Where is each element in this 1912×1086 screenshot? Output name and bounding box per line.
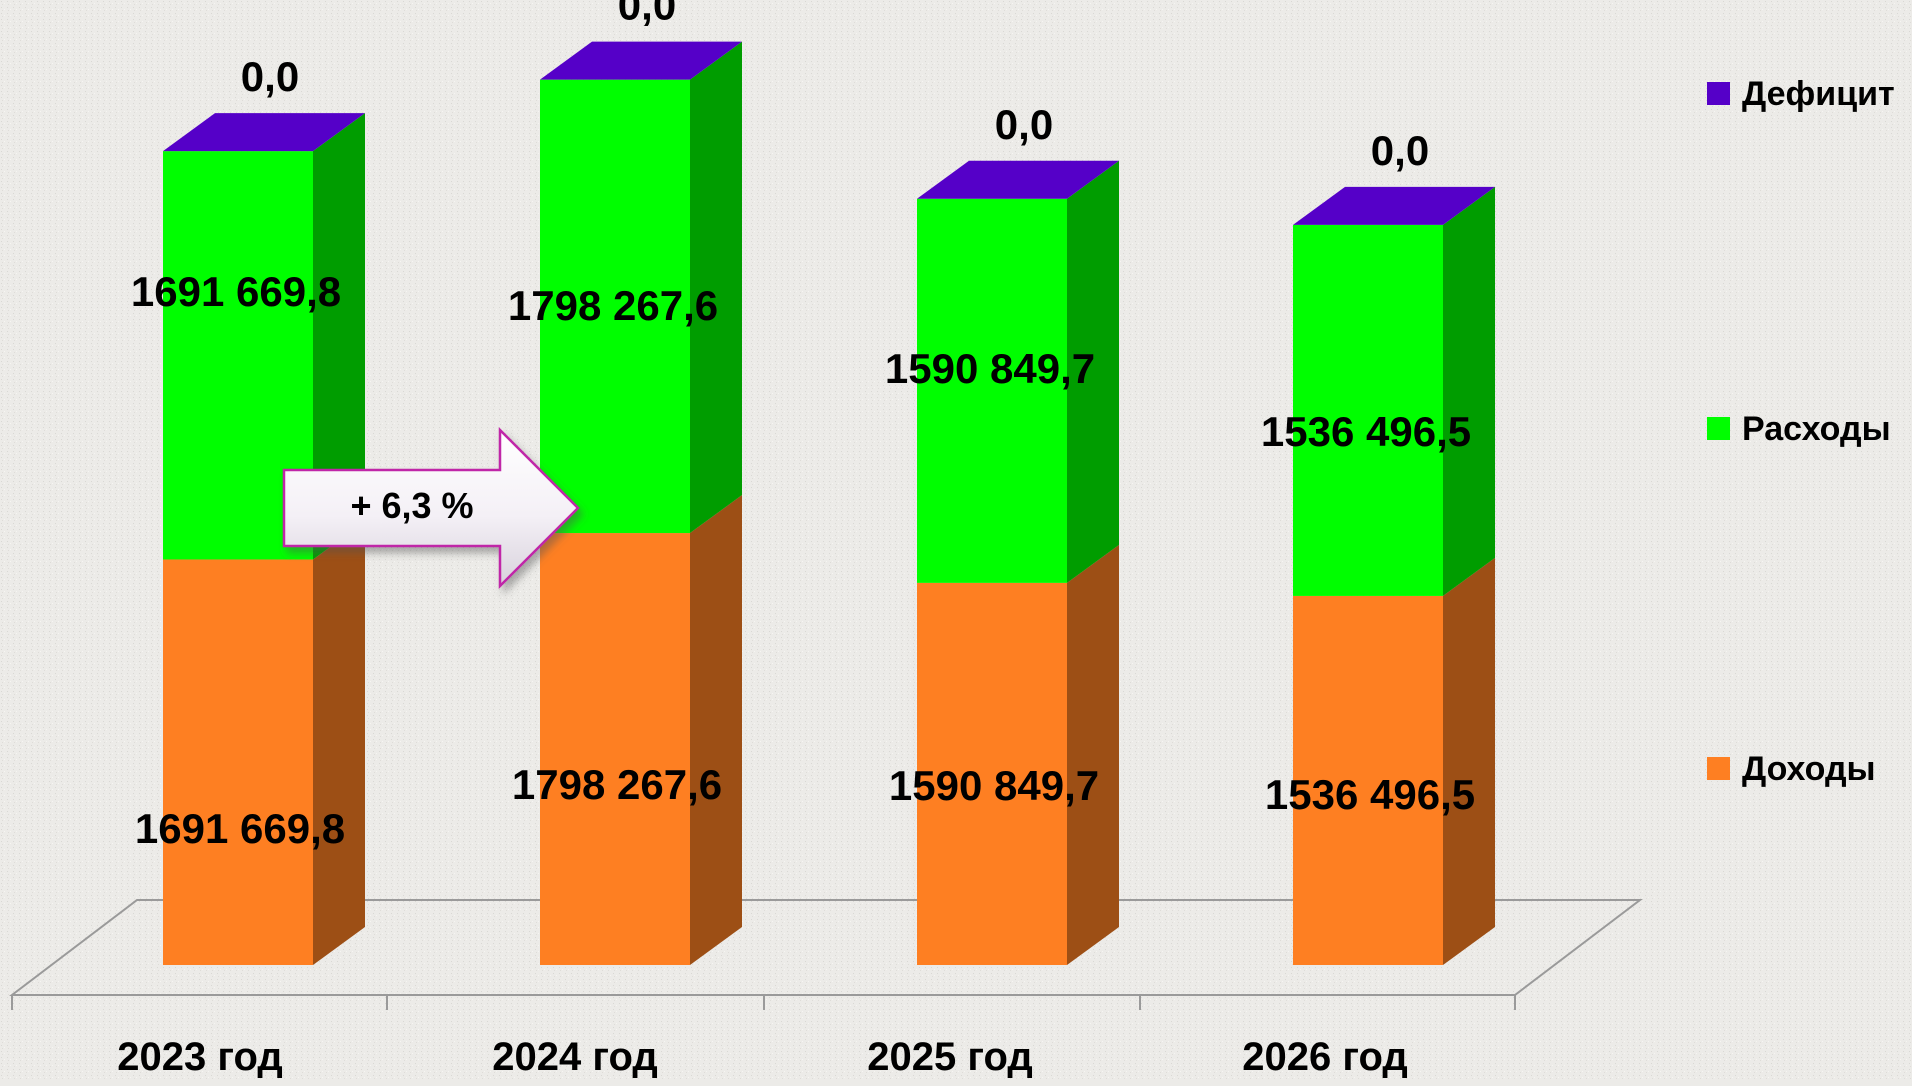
expense-value-label: 1536 496,5 <box>1261 408 1471 455</box>
x-axis-category-label: 2023 год <box>117 1035 283 1079</box>
bar-expense-side <box>690 41 742 534</box>
bars-group <box>163 41 1495 965</box>
chart-floor <box>9 899 1643 996</box>
expense-value-label: 1798 267,6 <box>508 282 718 329</box>
growth-annotation: + 6,3 % <box>350 485 473 526</box>
bar-income-front <box>163 559 313 965</box>
bar-deficit-top <box>917 160 1119 199</box>
floor-ticks <box>11 995 1516 1010</box>
bar-expense-front <box>917 198 1067 583</box>
value-labels-group: 1691 669,8 1691 669,8 0,0 1798 267,6 1798 26… <box>131 0 1475 852</box>
legend: Дефицит Расходы Доходы <box>1707 75 1895 788</box>
bar-expense-side <box>313 113 365 560</box>
income-value-label: 1691 669,8 <box>135 805 345 852</box>
x-axis-category-label: 2024 год <box>492 1035 658 1079</box>
growth-arrow <box>282 426 580 590</box>
x-axis-labels: 2023 год 2024 год 2025 год 2026 год <box>117 1035 1408 1079</box>
expense-value-label: 1691 669,8 <box>131 268 341 315</box>
legend-swatch <box>1707 82 1730 105</box>
bar-deficit-top <box>540 41 742 80</box>
legend-swatch <box>1707 417 1730 440</box>
bar-expense-front <box>540 79 690 534</box>
bar-income-side <box>313 521 365 965</box>
deficit-value-label: 0,0 <box>618 0 676 29</box>
deficit-value-label: 0,0 <box>241 53 299 100</box>
expense-value-label: 1590 849,7 <box>885 345 1095 392</box>
deficit-value-label: 0,0 <box>1371 127 1429 174</box>
x-axis-category-label: 2025 год <box>867 1035 1033 1079</box>
bar-expense-front <box>1293 224 1443 596</box>
bar-income-side <box>690 495 742 965</box>
bar-expense-side <box>1443 186 1495 596</box>
bar-deficit-top <box>163 113 365 152</box>
deficit-value-label: 0,0 <box>995 101 1053 148</box>
bar-deficit-top <box>1293 186 1495 225</box>
bar-income-side <box>1067 544 1119 965</box>
legend-label: Расходы <box>1742 410 1891 448</box>
x-axis-category-label: 2026 год <box>1242 1035 1408 1079</box>
bar-income-front <box>1293 595 1443 965</box>
legend-label: Доходы <box>1742 750 1876 788</box>
income-value-label: 1798 267,6 <box>512 761 722 808</box>
bar-income-front <box>917 582 1067 965</box>
bar-income-front <box>540 533 690 965</box>
legend-swatch <box>1707 757 1730 780</box>
bar-income-side <box>1443 557 1495 965</box>
legend-label: Дефицит <box>1742 75 1895 113</box>
bar-expense-side <box>1067 160 1119 583</box>
income-value-label: 1536 496,5 <box>1265 771 1475 818</box>
income-value-label: 1590 849,7 <box>889 762 1099 809</box>
